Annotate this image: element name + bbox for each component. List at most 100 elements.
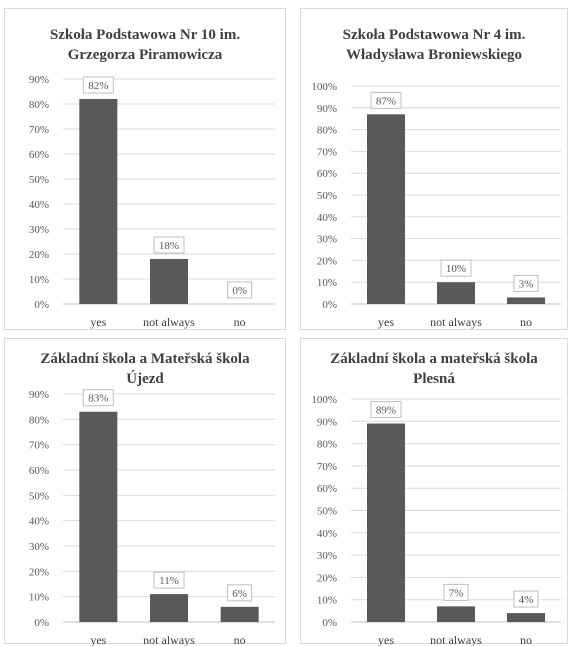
data-label: 0% [232,285,247,297]
y-tick-label: 60% [317,168,337,180]
chart-title: Základní škola a Mateřská škola Újezd [5,349,285,389]
bar [507,297,545,304]
chart-panel-1: Szkoła Podstawowa Nr 10 im. Grzegorza Pi… [4,8,286,330]
x-tick-label: not always [430,633,482,646]
bar [367,114,405,304]
y-tick-label: 20% [317,572,337,584]
y-tick-label: 10% [29,592,49,604]
x-tick-label: no [520,315,532,329]
chart-title-line-2: Władysława Broniewskiego [346,47,522,63]
y-tick-label: 50% [317,506,337,518]
data-label-box [513,590,539,608]
y-tick-label: 60% [29,465,49,477]
x-tick-label: no [234,315,246,329]
data-label: 83% [88,393,108,405]
chart-title-line-2: Grzegorza Piramowicza [67,47,223,63]
y-tick-label: 70% [317,146,337,158]
y-tick-label: 40% [317,528,337,540]
bar-chart: 0% 10% 20% 30% 40% 50% 60% 70% 80% 90% 100% 89% yes 7… [311,394,561,646]
x-tick-label: not always [143,633,195,646]
chart-title: Szkoła Podstawowa Nr 10 im. Grzegorza Pi… [5,25,285,65]
chart-title: Szkoła Podstawowa Nr 4 im. Władysława Br… [301,25,567,65]
x-tick-label: yes [90,315,106,329]
y-tick-label: 0% [34,617,49,629]
data-label: 6% [232,588,247,600]
chart-title-line-1: Szkoła Podstawowa Nr 10 im. [49,27,241,43]
y-tick-label: 80% [29,414,49,426]
chart-panel-2: Szkoła Podstawowa Nr 4 im. Władysława Br… [300,8,568,330]
bar [220,606,259,622]
data-label-box [82,76,114,94]
y-tick-label: 100% [311,81,337,93]
data-label: 82% [88,80,108,92]
bar [437,282,475,304]
bar [150,594,188,622]
y-tick-label: 40% [317,212,337,224]
x-tick-label: yes [378,315,394,329]
data-label-box [370,401,402,419]
chart-title-line-2: Újezd [126,371,164,387]
y-tick-label: 20% [29,566,49,578]
data-label: 7% [449,587,464,599]
y-tick-label: 10% [29,274,49,286]
y-tick-label: 90% [317,416,337,428]
chart-title: Základní škola a mateřská škola Plesná [301,349,567,389]
y-tick-label: 0% [34,299,49,311]
y-tick-label: 70% [29,440,49,452]
y-tick-label: 0% [322,617,337,629]
bar-chart: 0% 10% 20% 30% 40% 50% 60% 70% 80% 90% 82% yes 18% no… [29,74,275,329]
data-label: 3% [519,278,534,290]
y-tick-label: 0% [322,299,337,311]
x-tick-label: no [520,633,532,646]
data-label-box [82,389,114,407]
x-tick-label: yes [90,633,106,646]
bar [437,606,475,622]
data-label: 4% [519,594,534,606]
y-tick-label: 30% [29,541,49,553]
y-tick-label: 70% [317,461,337,473]
y-tick-label: 40% [29,516,49,528]
bar [367,423,405,622]
y-tick-label: 100% [311,394,337,406]
y-tick-label: 90% [317,103,337,115]
y-tick-label: 80% [317,125,337,137]
y-tick-label: 40% [29,199,49,211]
x-tick-label: no [234,633,246,646]
data-label-box [227,584,253,602]
data-label-box [370,91,402,109]
data-label-box [153,571,185,589]
data-label: 10% [446,263,466,275]
bar [79,99,118,304]
y-tick-label: 70% [29,124,49,136]
data-label: 11% [159,575,179,587]
data-label-box [153,236,185,254]
bar-chart: 0% 10% 20% 30% 40% 50% 60% 70% 80% 90% 83% yes 11% no… [29,389,275,646]
chart-title-line-2: Plesná [413,371,455,387]
y-tick-label: 30% [317,550,337,562]
chart-panel-4: Základní škola a mateřská škola Plesná 0… [300,338,568,646]
y-tick-label: 50% [317,190,337,202]
chart-title-line-1: Základní škola a Mateřská škola [40,351,250,367]
y-tick-label: 10% [317,595,337,607]
bar [507,613,545,622]
y-tick-label: 90% [29,389,49,401]
x-tick-label: not always [430,315,482,329]
chart-title-line-1: Základní škola a mateřská škola [330,351,538,367]
y-tick-label: 60% [29,149,49,161]
y-tick-label: 80% [317,439,337,451]
chart-title-line-1: Szkoła Podstawowa Nr 4 im. [342,27,526,43]
y-tick-label: 10% [317,277,337,289]
x-tick-label: not always [143,315,195,329]
data-label: 89% [376,405,396,417]
data-label-box [513,274,539,292]
data-label: 87% [376,95,396,107]
bar-chart: 0% 10% 20% 30% 40% 50% 60% 70% 80% 90% 100% 87% yes 1… [311,81,561,329]
y-tick-label: 50% [29,174,49,186]
data-label-box [440,259,472,277]
data-label-box [227,281,253,299]
y-tick-label: 30% [317,234,337,246]
y-tick-label: 50% [29,490,49,502]
data-label-box [443,583,469,601]
y-tick-label: 90% [29,74,49,86]
chart-panel-3: Základní škola a Mateřská škola Újezd 0%… [4,338,286,646]
